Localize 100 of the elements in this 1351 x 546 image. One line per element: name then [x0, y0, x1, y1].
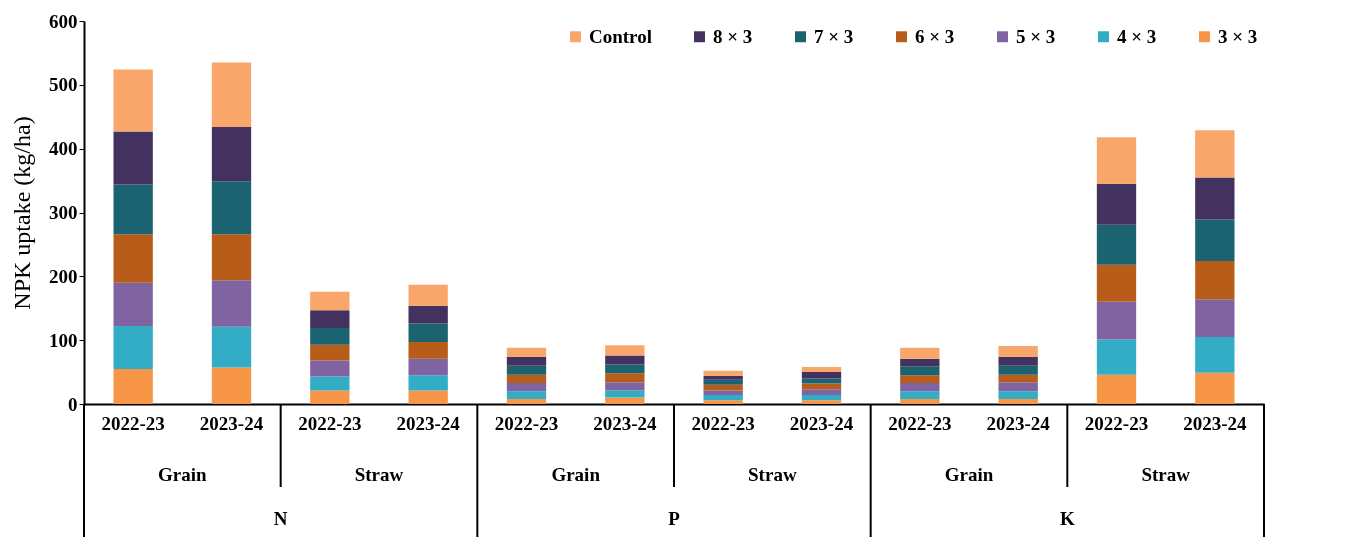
bar	[605, 382, 645, 391]
x-tick-label: 2022-23	[298, 412, 362, 434]
bar	[113, 282, 153, 327]
y-tick-label: 0	[68, 393, 78, 415]
bar	[506, 356, 547, 366]
x-tick-label: 2023-24	[1183, 412, 1247, 434]
bar	[408, 342, 448, 359]
bar	[1096, 224, 1137, 265]
bar	[113, 368, 153, 404]
bar	[998, 398, 1038, 404]
bar	[211, 62, 252, 127]
bar	[408, 284, 448, 306]
bar	[900, 366, 940, 376]
legend-label: 6 × 3	[915, 25, 955, 47]
bar	[900, 391, 940, 399]
y-axis-title: NPK uptake (kg/ha)	[9, 116, 35, 310]
bar	[703, 375, 743, 380]
bar	[998, 365, 1038, 375]
bar	[998, 391, 1038, 399]
bar	[1096, 183, 1137, 225]
y-tick-label: 500	[49, 74, 78, 96]
bar	[506, 374, 547, 383]
bar	[605, 364, 645, 374]
bar	[1195, 177, 1235, 220]
bar	[801, 372, 842, 379]
x-tick-label: 2022-23	[101, 412, 165, 434]
bar	[506, 347, 547, 357]
bar	[506, 365, 547, 375]
bar	[703, 370, 743, 376]
bar	[703, 400, 743, 404]
y-tick-label: 400	[49, 138, 78, 160]
bar	[211, 367, 252, 404]
bar	[506, 382, 547, 392]
bar	[408, 323, 448, 343]
bar	[1096, 339, 1137, 375]
x-tick-label: 2022-23	[494, 412, 559, 434]
bar	[998, 345, 1038, 357]
bar	[408, 305, 448, 324]
bar	[703, 379, 743, 385]
bar	[801, 378, 842, 384]
bar	[801, 366, 842, 373]
bar	[310, 390, 350, 404]
bar	[801, 395, 842, 401]
x-tick-label: 2023-24	[396, 412, 461, 434]
bar	[506, 391, 547, 399]
bar	[1195, 261, 1235, 300]
bar	[605, 373, 645, 383]
text: Grain	[944, 464, 994, 485]
bar	[998, 382, 1038, 392]
legend-label: Control	[589, 25, 652, 47]
x-tick-label: 2022-23	[691, 412, 755, 434]
bar	[113, 131, 153, 185]
bar	[1195, 336, 1235, 373]
text: Straw	[354, 464, 404, 485]
bar	[900, 358, 940, 367]
bar	[310, 291, 350, 311]
bar	[113, 69, 153, 132]
bar	[605, 355, 645, 365]
bar	[605, 397, 645, 404]
bar	[1096, 137, 1137, 184]
bar	[605, 345, 645, 356]
bar	[703, 384, 743, 391]
x-tick-label: 2023-24	[593, 412, 657, 434]
legend-label: 8 × 3	[713, 25, 753, 47]
bar	[1096, 374, 1137, 404]
text: P	[668, 508, 681, 529]
text: Straw	[748, 464, 797, 485]
bar	[408, 358, 448, 376]
bar	[310, 360, 350, 377]
bar	[1195, 372, 1235, 404]
bar	[211, 126, 252, 182]
text: K	[1059, 508, 1075, 529]
text: Straw	[1141, 464, 1191, 485]
y-tick-label: 600	[49, 10, 78, 32]
bar	[310, 310, 350, 329]
y-tick-label: 100	[49, 329, 78, 351]
bar	[900, 398, 940, 404]
bar	[998, 374, 1038, 383]
bar	[310, 328, 350, 345]
x-tick-label: 2023-24	[789, 412, 854, 434]
bar	[506, 398, 547, 404]
bar	[211, 280, 252, 327]
legend-label: 4 × 3	[1117, 25, 1157, 47]
bar	[310, 376, 350, 391]
bar	[310, 344, 350, 361]
bar	[1096, 301, 1137, 340]
bar	[605, 390, 645, 398]
bar	[408, 375, 448, 391]
bar	[113, 326, 153, 369]
bar	[211, 181, 252, 235]
bar	[900, 375, 940, 383]
text: Grain	[158, 464, 208, 485]
legend-label: 3 × 3	[1218, 25, 1258, 47]
bar	[1195, 130, 1235, 178]
bar	[801, 400, 842, 404]
bar	[408, 390, 448, 404]
bar	[900, 382, 940, 392]
bar	[1096, 264, 1137, 302]
bar	[1195, 219, 1235, 262]
text: Grain	[551, 464, 601, 485]
